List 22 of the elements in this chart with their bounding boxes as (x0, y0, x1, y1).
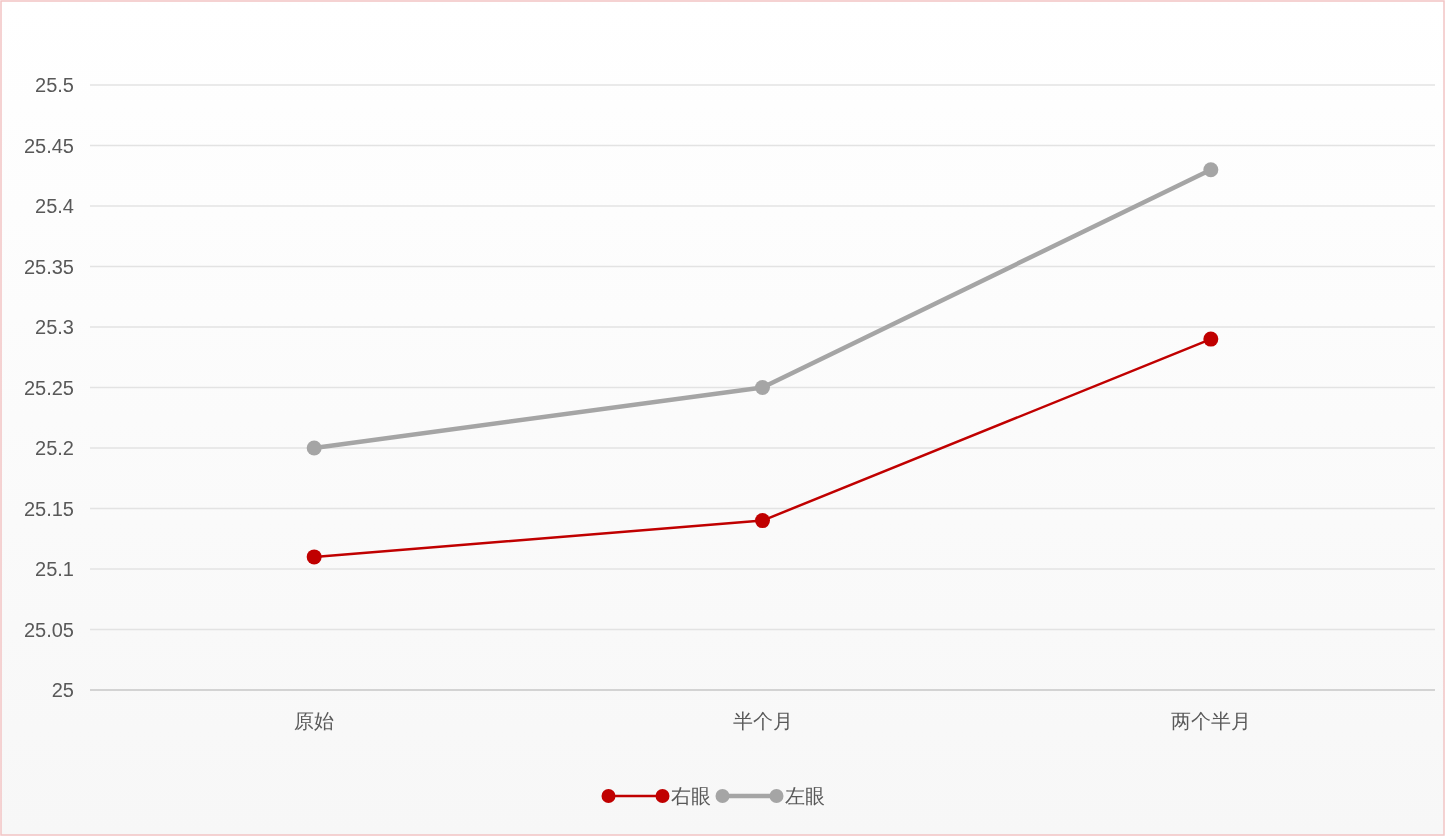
y-tick-label: 25.35 (23, 255, 74, 278)
y-tick-label: 25.15 (23, 497, 74, 520)
point (306, 440, 322, 456)
y-tick-label: 25.25 (23, 376, 74, 399)
y-tick-label: 25.45 (23, 134, 74, 157)
legend-label: 右眼 (670, 785, 711, 807)
x-tick-label: 原始 (294, 710, 335, 732)
point (755, 380, 770, 395)
y-tick-label: 25.3 (35, 316, 74, 338)
point (1203, 331, 1219, 347)
point (755, 513, 770, 529)
legend-label: 左眼 (784, 785, 825, 807)
y-tick-label: 25.05 (23, 618, 74, 641)
point (1203, 162, 1219, 178)
y-tick-label: 25.2 (35, 437, 74, 459)
y-tick-label: 25 (51, 679, 74, 701)
y-tick-label: 25.5 (35, 74, 74, 96)
y-tick-label: 25.1 (35, 558, 74, 580)
x-tick-label: 半个月 (732, 710, 793, 732)
x-tick-label: 两个半月 (1170, 710, 1251, 732)
point (306, 549, 322, 565)
y-tick-label: 25.4 (35, 195, 74, 217)
